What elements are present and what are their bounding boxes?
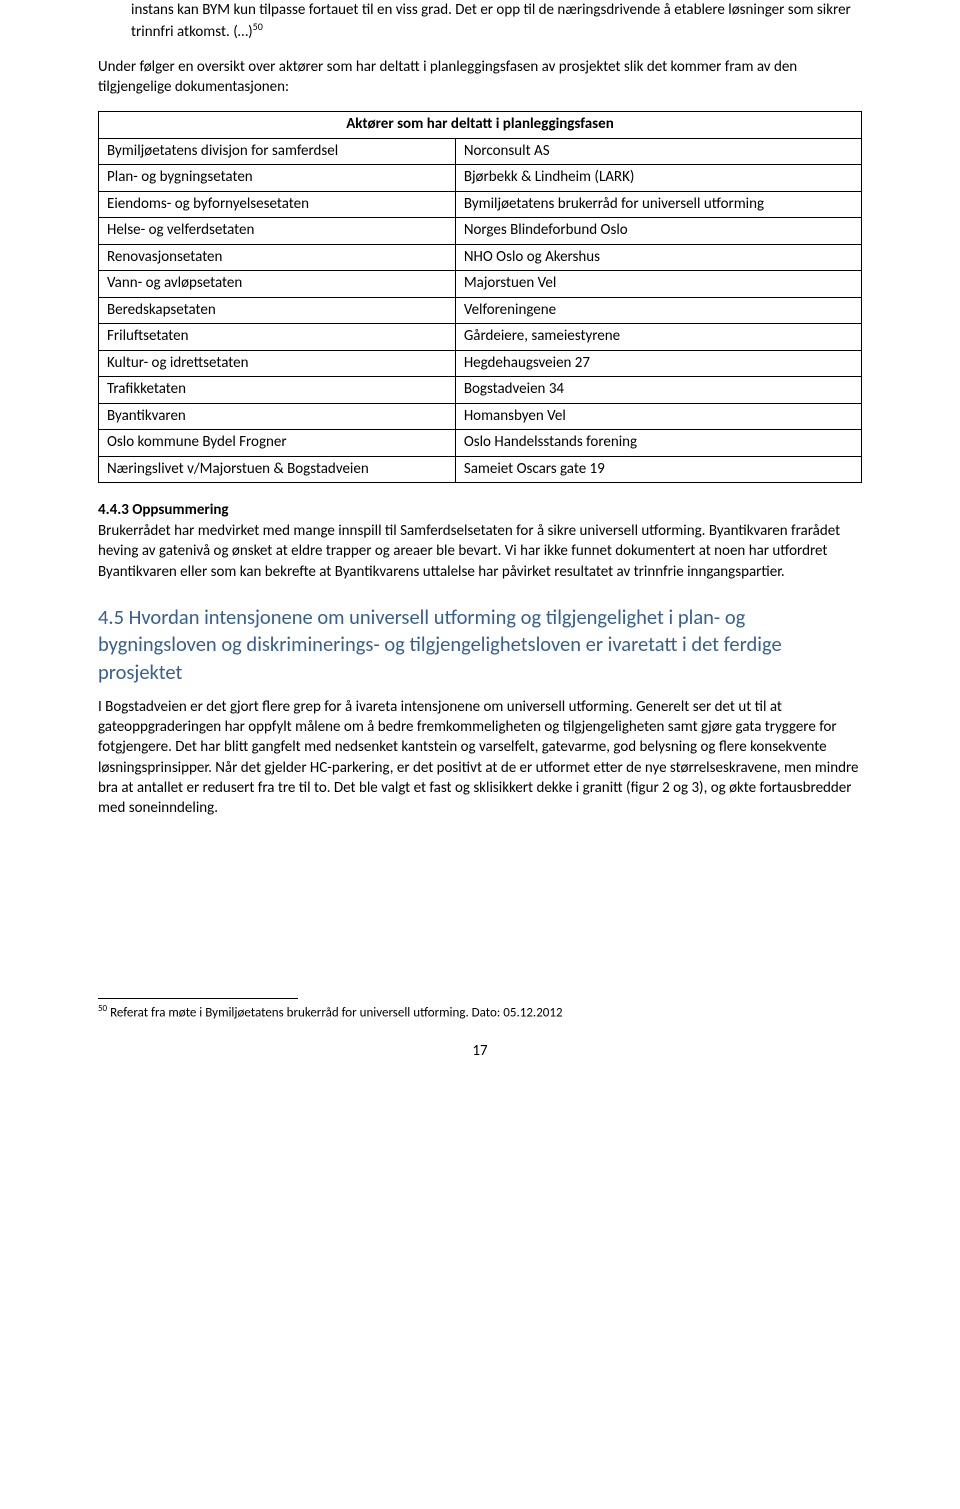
table-header: Aktører som har deltatt i planleggingsfa… bbox=[99, 112, 862, 139]
table-cell: Gårdeiere, sameiestyrene bbox=[455, 324, 861, 351]
table-cell: Majorstuen Vel bbox=[455, 271, 861, 298]
section-45-title: 4.5 Hvordan intensjonene om universell u… bbox=[98, 604, 862, 687]
table-cell: Renovasjonsetaten bbox=[99, 244, 456, 271]
table-cell: Byantikvaren bbox=[99, 403, 456, 430]
paragraph-1-sup: 50 bbox=[253, 20, 263, 33]
paragraph-1-text: instans kan BYM kun tilpasse fortauet ti… bbox=[131, 1, 851, 41]
table-row: Vann- og avløpsetatenMajorstuen Vel bbox=[99, 271, 862, 298]
table-row: ByantikvarenHomansbyen Vel bbox=[99, 403, 862, 430]
table-cell: Norges Blindeforbund Oslo bbox=[455, 218, 861, 245]
table-cell: Bymiljøetatens brukerråd for universell … bbox=[455, 191, 861, 218]
table-cell: Oslo Handelsstands forening bbox=[455, 430, 861, 457]
table-cell: Bogstadveien 34 bbox=[455, 377, 861, 404]
table-cell: Kultur- og idrettsetaten bbox=[99, 350, 456, 377]
table-cell: Helse- og velferdsetaten bbox=[99, 218, 456, 245]
table-cell: Norconsult AS bbox=[455, 138, 861, 165]
footnote: 50 Referat fra møte i Bymiljøetatens bru… bbox=[98, 1003, 862, 1022]
table-row: BeredskapsetatenVelforeningene bbox=[99, 297, 862, 324]
paragraph-2: Under følger en oversikt over aktører so… bbox=[98, 57, 862, 98]
table-cell: NHO Oslo og Akershus bbox=[455, 244, 861, 271]
table-row: Eiendoms- og byfornyelsesetatenBymiljøet… bbox=[99, 191, 862, 218]
footnote-text: Referat fra møte i Bymiljøetatens bruker… bbox=[107, 1006, 562, 1021]
table-row: Bymiljøetatens divisjon for samferdselNo… bbox=[99, 138, 862, 165]
table-row: RenovasjonsetatenNHO Oslo og Akershus bbox=[99, 244, 862, 271]
table-cell: Næringslivet v/Majorstuen & Bogstadveien bbox=[99, 456, 456, 483]
section-443-body: Brukerrådet har medvirket med mange inns… bbox=[98, 521, 862, 582]
table-cell: Friluftsetaten bbox=[99, 324, 456, 351]
table-cell: Oslo kommune Bydel Frogner bbox=[99, 430, 456, 457]
table-row: Oslo kommune Bydel FrognerOslo Handelsst… bbox=[99, 430, 862, 457]
section-443-title: 4.4.3 Oppsummering bbox=[98, 501, 862, 519]
table-cell: Bymiljøetatens divisjon for samferdsel bbox=[99, 138, 456, 165]
table-cell: Bjørbekk & Lindheim (LARK) bbox=[455, 165, 861, 192]
section-45-body: I Bogstadveien er det gjort flere grep f… bbox=[98, 697, 862, 819]
footnote-number: 50 bbox=[98, 1003, 107, 1014]
table-cell: Beredskapsetaten bbox=[99, 297, 456, 324]
table-cell: Sameiet Oscars gate 19 bbox=[455, 456, 861, 483]
table-row: Næringslivet v/Majorstuen & Bogstadveien… bbox=[99, 456, 862, 483]
table-row: Kultur- og idrettsetatenHegdehaugsveien … bbox=[99, 350, 862, 377]
footnote-separator bbox=[98, 998, 298, 999]
table-cell: Trafikketaten bbox=[99, 377, 456, 404]
table-cell: Eiendoms- og byfornyelsesetaten bbox=[99, 191, 456, 218]
table-cell: Vann- og avløpsetaten bbox=[99, 271, 456, 298]
table-row: Plan- og bygningsetatenBjørbekk & Lindhe… bbox=[99, 165, 862, 192]
page-number: 17 bbox=[98, 1042, 862, 1060]
table-row: TrafikketatenBogstadveien 34 bbox=[99, 377, 862, 404]
table-row: FriluftsetatenGårdeiere, sameiestyrene bbox=[99, 324, 862, 351]
table-cell: Velforeningene bbox=[455, 297, 861, 324]
table-cell: Plan- og bygningsetaten bbox=[99, 165, 456, 192]
table-cell: Homansbyen Vel bbox=[455, 403, 861, 430]
table-row: Helse- og velferdsetatenNorges Blindefor… bbox=[99, 218, 862, 245]
actors-table: Aktører som har deltatt i planleggingsfa… bbox=[98, 111, 862, 483]
paragraph-1: instans kan BYM kun tilpasse fortauet ti… bbox=[98, 0, 862, 43]
table-cell: Hegdehaugsveien 27 bbox=[455, 350, 861, 377]
